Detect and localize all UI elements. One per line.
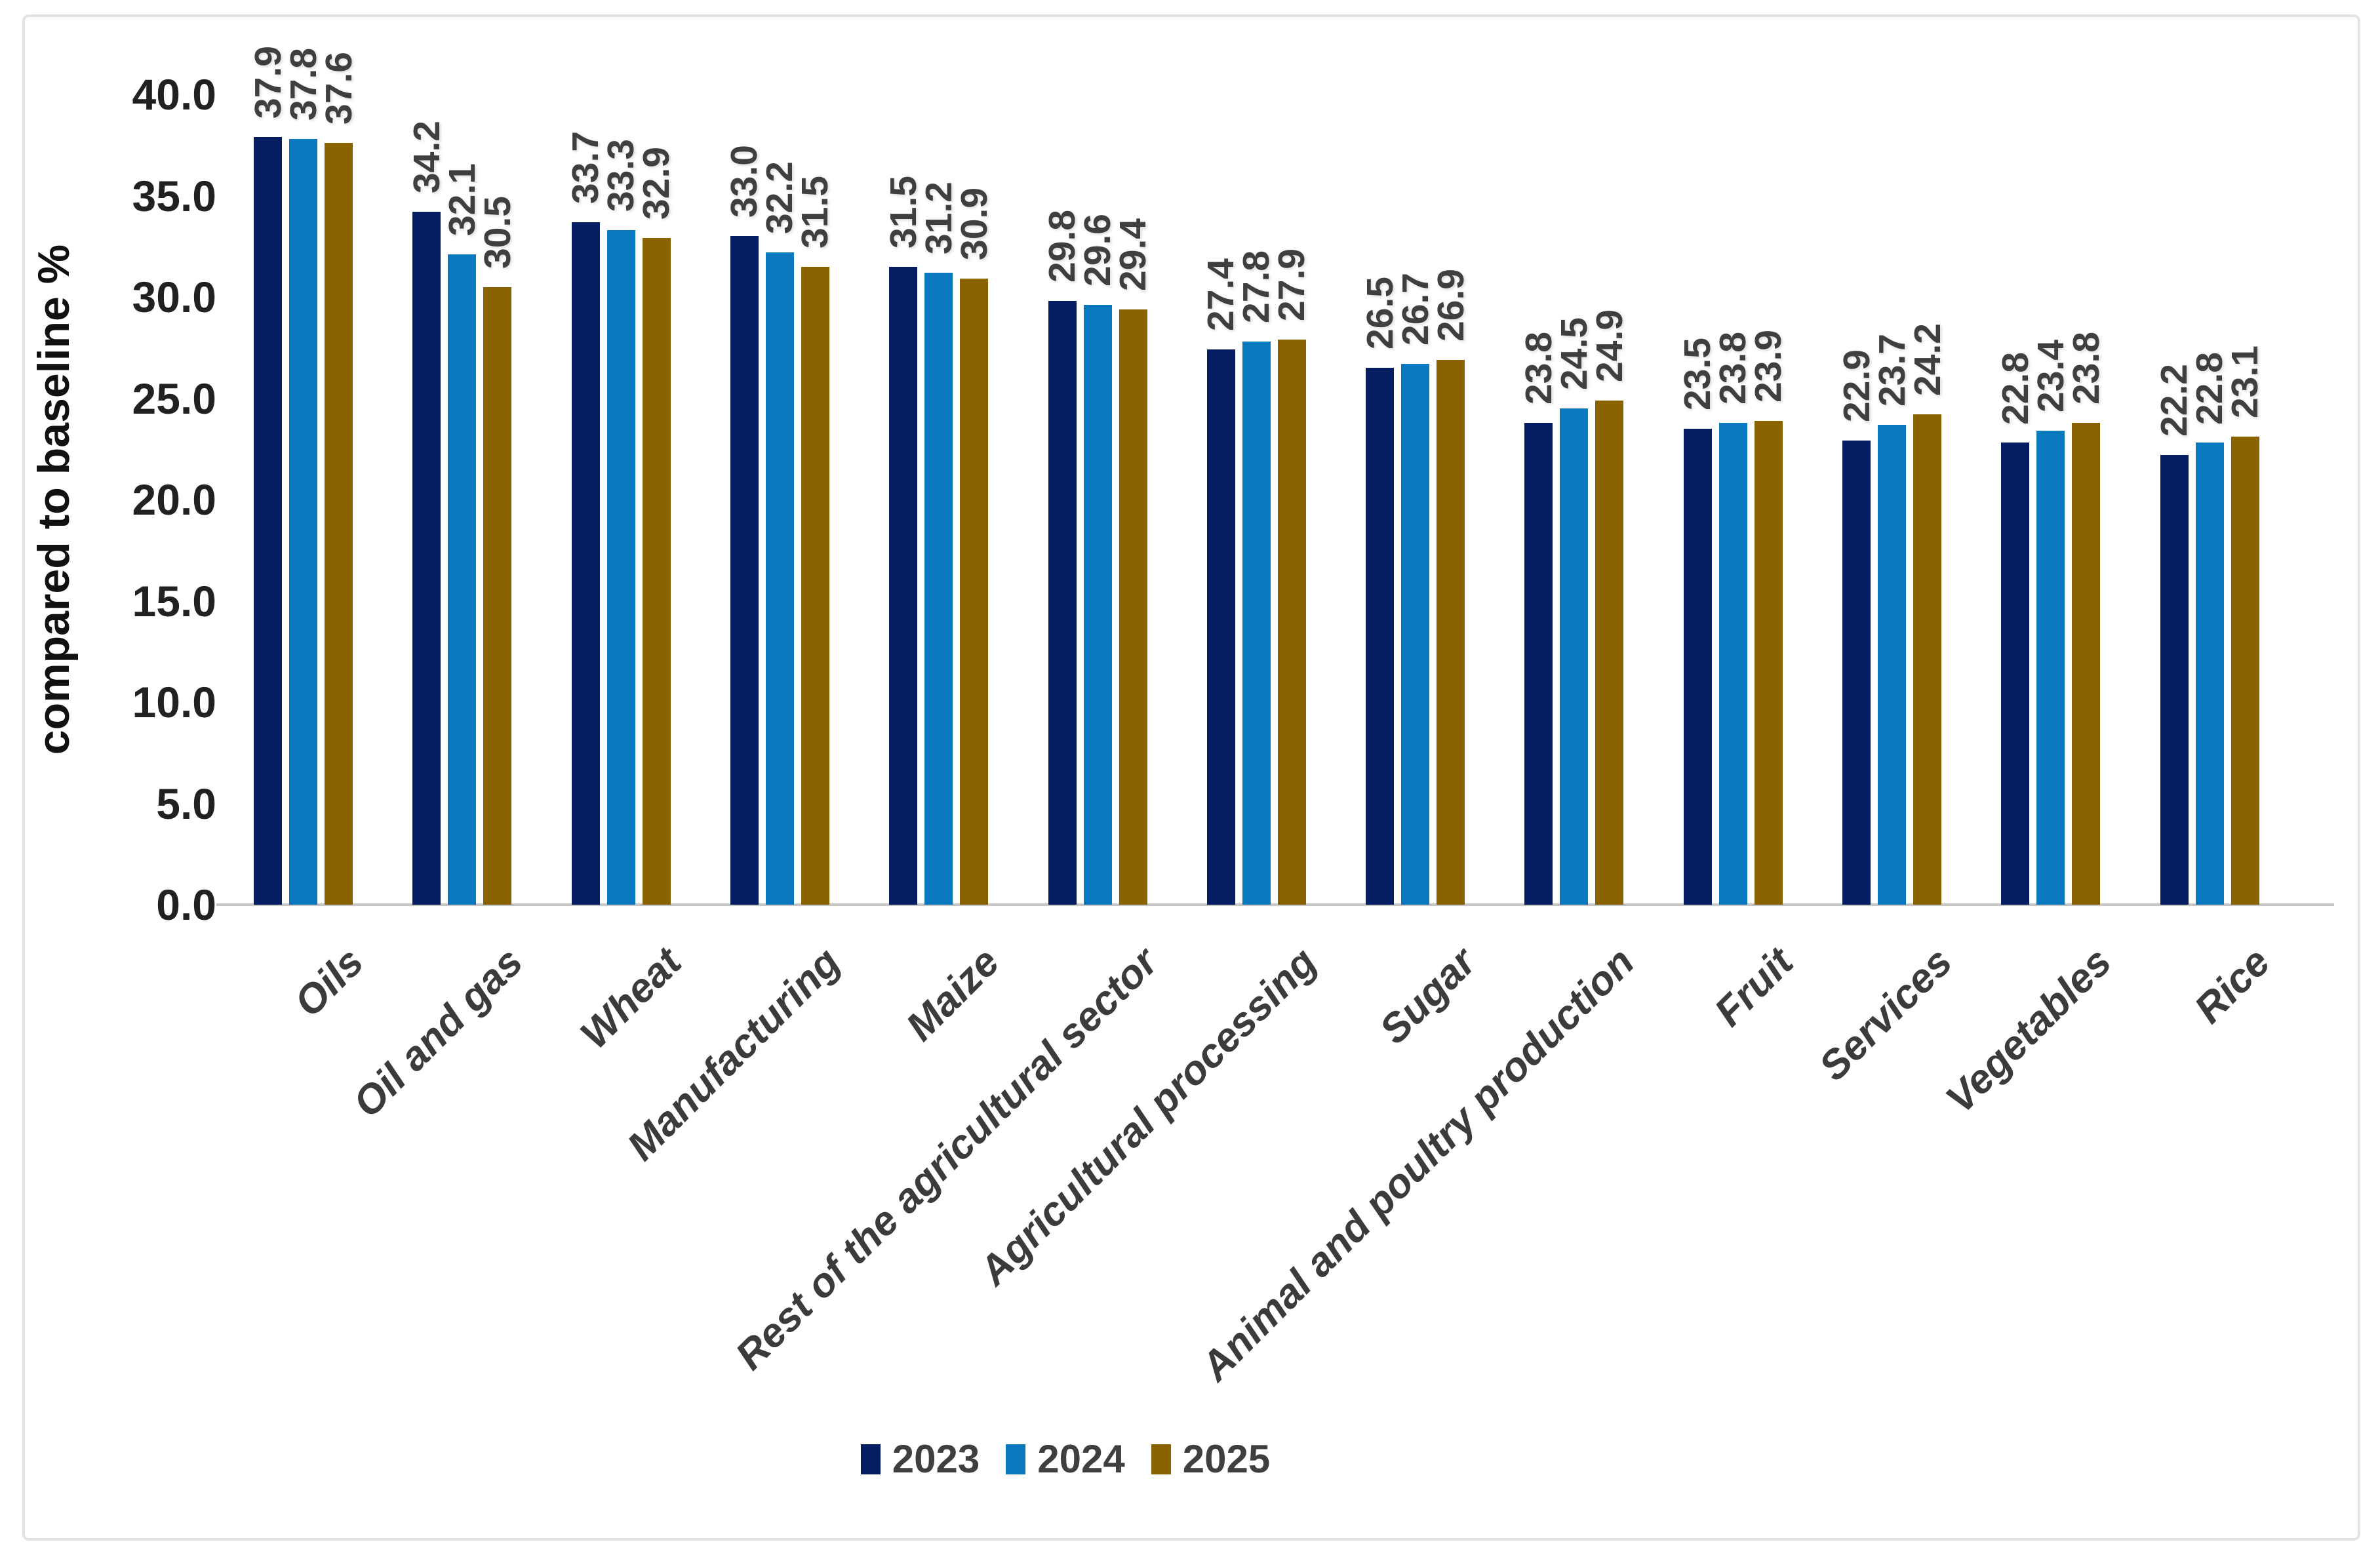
bar-2023 — [2160, 455, 2189, 905]
bar-value-label: 23.1 — [2224, 345, 2267, 419]
bar-2024 — [1560, 408, 1589, 905]
legend-label: 2023 — [892, 1437, 980, 1481]
legend-label: 2025 — [1182, 1437, 1271, 1481]
bar-2024 — [1083, 305, 1112, 905]
bar-2024 — [924, 272, 953, 905]
bar-2025 — [1754, 420, 1783, 905]
bar-2025 — [1595, 400, 1624, 905]
bar-2025 — [1437, 359, 1465, 905]
legend-swatch-icon — [860, 1444, 881, 1474]
legend-swatch-icon — [1006, 1444, 1026, 1474]
bar-2025 — [801, 266, 829, 905]
bar-2024 — [606, 230, 635, 905]
legend-swatch-icon — [1151, 1444, 1171, 1474]
bar-2024 — [1242, 341, 1271, 905]
x-axis-line — [216, 903, 2334, 906]
bar-2023 — [2001, 443, 2030, 905]
plot-area: 37.9 37.8 37.6 Oils 34.2 32.1 30.5 Oil and gas 3… — [223, 46, 2334, 1390]
bar-2023 — [571, 222, 600, 905]
bar-2024 — [1718, 422, 1747, 905]
y-tick-label: 0.0 — [156, 880, 216, 929]
bar-value-label: 31.5 — [794, 175, 837, 248]
legend-entry-2023: 2023 — [860, 1437, 980, 1481]
bar-2023 — [1048, 301, 1077, 905]
y-tick-label: 35.0 — [132, 171, 216, 220]
bar-2023 — [254, 136, 282, 905]
bar-value-label: 24.2 — [1906, 323, 1949, 397]
bar-2025 — [1277, 339, 1306, 905]
bar-2025 — [2072, 422, 2101, 905]
legend-entry-2025: 2025 — [1151, 1440, 1270, 1479]
chart-outer-frame — [22, 14, 2360, 1541]
bar-value-label: 23.8 — [2065, 331, 2107, 404]
bar-value-label: 26.9 — [1429, 268, 1472, 342]
bar-2023 — [1842, 441, 1871, 905]
y-tick-label: 15.0 — [132, 576, 216, 625]
y-tick-label: 30.0 — [132, 273, 216, 321]
bar-value-label: 23.9 — [1747, 329, 1790, 403]
bar-2024 — [765, 252, 794, 905]
y-tick-label: 40.0 — [132, 70, 216, 119]
bar-2023 — [730, 236, 759, 905]
y-tick-label: 25.0 — [132, 374, 216, 423]
legend: 2023 2024 2025 — [0, 1440, 2131, 1479]
bar-value-label: 30.9 — [953, 187, 995, 261]
bar-2025 — [1119, 309, 1147, 905]
bar-2023 — [889, 266, 918, 905]
bar-2023 — [1366, 368, 1395, 905]
bar-value-label: 32.9 — [635, 147, 678, 220]
bar-2024 — [2036, 430, 2065, 905]
bar-2025 — [1913, 414, 1941, 905]
bar-2025 — [642, 238, 671, 905]
y-tick-label: 10.0 — [132, 678, 216, 726]
bar-2025 — [483, 286, 512, 905]
bar-value-label: 24.9 — [1588, 309, 1631, 382]
bar-2025 — [325, 143, 353, 905]
bar-value-label: 29.4 — [1112, 218, 1154, 291]
bar-value-label: 27.9 — [1271, 248, 1313, 321]
bar-2024 — [2195, 443, 2224, 905]
bar-2023 — [1683, 428, 1712, 905]
y-tick-label: 20.0 — [132, 475, 216, 524]
bar-2024 — [1401, 363, 1430, 905]
bar-2024 — [448, 254, 477, 905]
y-tick-label: 5.0 — [156, 779, 216, 828]
bar-2023 — [1206, 349, 1235, 905]
bar-value-label: 30.5 — [476, 195, 519, 269]
bar-2024 — [289, 138, 317, 905]
bar-2025 — [960, 279, 989, 905]
bar-value-label: 37.6 — [317, 52, 360, 125]
bar-2024 — [1878, 424, 1906, 905]
legend-entry-2024: 2024 — [1006, 1437, 1125, 1481]
bar-2023 — [1524, 422, 1553, 905]
bar-2023 — [412, 212, 441, 905]
bar-2025 — [2231, 437, 2259, 905]
legend-label: 2024 — [1037, 1437, 1125, 1481]
